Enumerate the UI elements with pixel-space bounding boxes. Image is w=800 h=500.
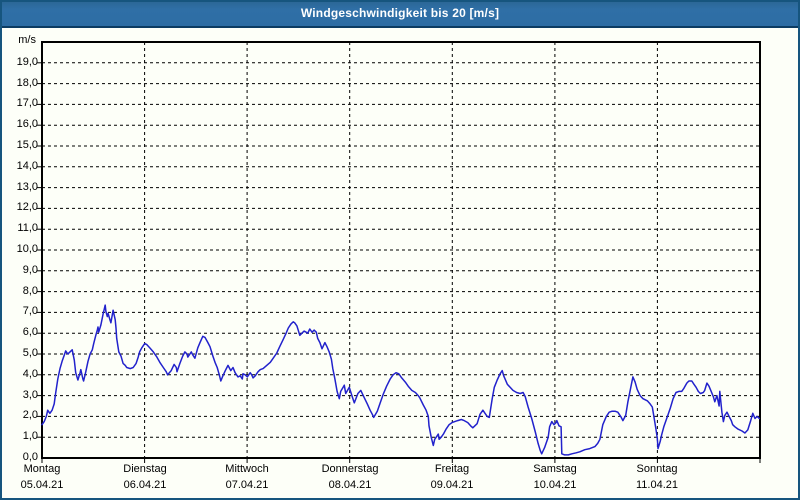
y-axis-tick-label: 14,0 bbox=[16, 160, 38, 172]
y-axis-tick-label: 12,0 bbox=[16, 201, 38, 213]
y-axis-tick-label: 3,0 bbox=[22, 389, 38, 401]
y-axis-tick-label: 18,0 bbox=[16, 77, 38, 89]
y-axis-tick-label: 10,0 bbox=[16, 243, 38, 255]
vertical-gridlines bbox=[144, 42, 658, 458]
x-axis-date-label: 11.04.21 bbox=[635, 479, 678, 491]
y-axis-tick-label: 6,0 bbox=[22, 326, 38, 338]
x-axis-date-label: 05.04.21 bbox=[20, 479, 64, 491]
y-axis-tick-label: 15,0 bbox=[16, 139, 38, 151]
y-axis-tick-label: 0,0 bbox=[22, 451, 38, 463]
chart-title: Windgeschwindigkeit bis 20 [m/s] bbox=[300, 6, 500, 20]
x-axis-date-label: 09.04.21 bbox=[430, 479, 474, 491]
y-axis-tick-label: 5,0 bbox=[22, 347, 38, 359]
axis-ticks bbox=[37, 62, 761, 463]
y-axis-tick-label: 17,0 bbox=[16, 97, 38, 109]
x-axis-day-label: Mittwoch bbox=[225, 463, 269, 475]
x-axis-day-label: Freitag bbox=[434, 463, 470, 475]
x-axis-date-label: 10.04.21 bbox=[533, 479, 577, 491]
x-axis-day-label: Montag bbox=[23, 463, 61, 475]
x-axis-date-label: 08.04.21 bbox=[328, 479, 372, 491]
y-axis-tick-label: 7,0 bbox=[22, 305, 38, 317]
x-axis-day-label: Donnerstag bbox=[321, 463, 379, 475]
wind-speed-line bbox=[41, 304, 761, 456]
x-axis-day-label: Samstag bbox=[533, 463, 577, 475]
x-axis-date-label: 07.04.21 bbox=[225, 479, 269, 491]
y-axis-tick-label: 13,0 bbox=[16, 181, 38, 193]
y-axis-unit-label: m/s bbox=[18, 34, 36, 46]
y-axis-tick-label: 16,0 bbox=[16, 118, 38, 130]
y-axis-tick-label: 9,0 bbox=[22, 264, 38, 276]
horizontal-gridlines bbox=[42, 62, 760, 438]
y-axis-tick-label: 11,0 bbox=[17, 222, 38, 234]
y-axis-tick-label: 4,0 bbox=[22, 368, 38, 380]
x-axis-day-label: Sonntag bbox=[636, 463, 678, 475]
y-axis-tick-label: 19,0 bbox=[16, 56, 38, 68]
x-axis-day-label: Dienstag bbox=[123, 463, 167, 475]
plot-frame bbox=[41, 41, 761, 459]
y-axis-tick-label: 2,0 bbox=[22, 409, 38, 421]
y-axis-tick-label: 8,0 bbox=[22, 285, 38, 297]
title-bar: Windgeschwindigkeit bis 20 [m/s] bbox=[0, 0, 800, 28]
x-axis-date-label: 06.04.21 bbox=[123, 479, 167, 491]
y-axis-tick-label: 1,0 bbox=[22, 430, 38, 442]
